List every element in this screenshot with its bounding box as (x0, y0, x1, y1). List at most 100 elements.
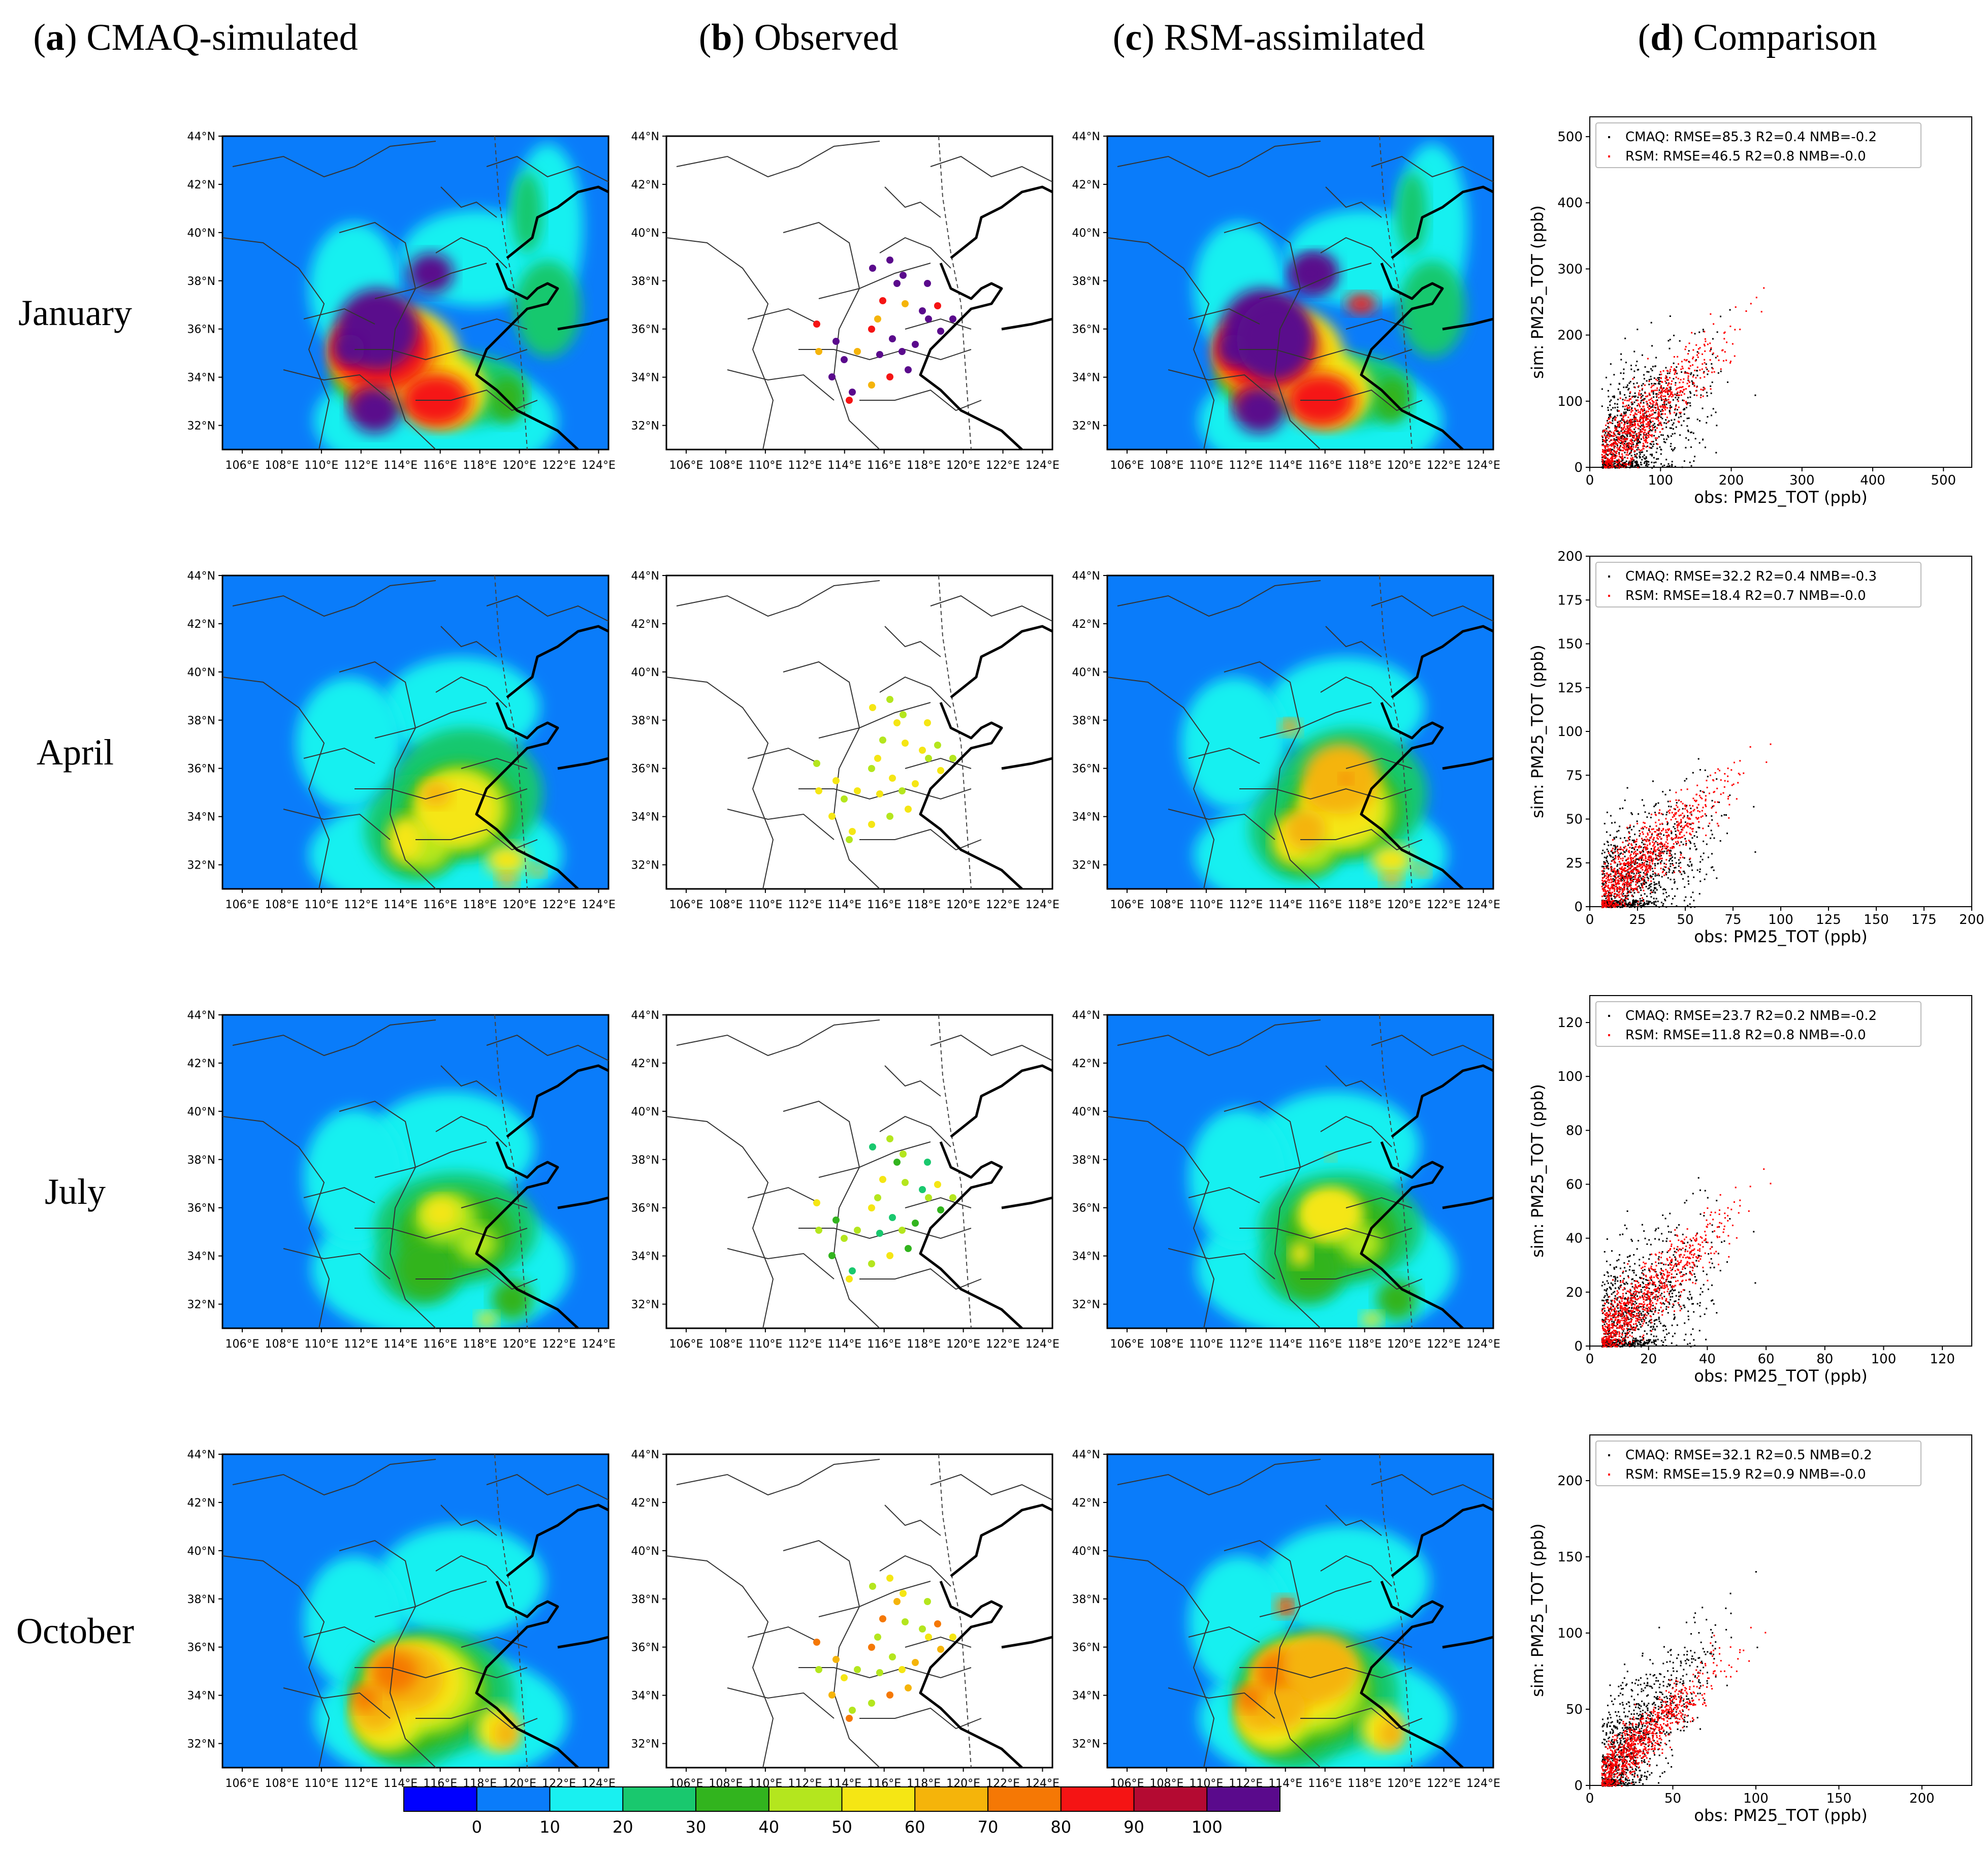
cmaq-point (1637, 858, 1639, 860)
cmaq-point (1634, 392, 1636, 394)
cmaq-point (1649, 405, 1651, 407)
cmaq-point (1655, 407, 1657, 409)
cmaq-point (1654, 858, 1656, 860)
province-boundary (798, 1227, 972, 1239)
cmaq-point (1619, 420, 1621, 422)
rsm-point (1634, 841, 1636, 843)
contour-region (352, 1685, 377, 1711)
cmaq-point (1675, 413, 1677, 415)
cmaq-point (1646, 1311, 1648, 1313)
province-boundary (222, 237, 330, 450)
province-boundary (1300, 389, 1423, 411)
lat-tick-label: 40°N (1072, 1545, 1100, 1558)
rsm-point (1688, 840, 1690, 842)
station-marker (868, 1700, 875, 1707)
cmaq-point (1616, 464, 1618, 466)
lat-tick-label: 38°N (631, 1593, 659, 1606)
province-boundary (232, 1019, 436, 1057)
rsm-point (1626, 892, 1628, 894)
cmaq-point (1609, 1264, 1611, 1266)
rsm-point (1615, 465, 1617, 467)
cmaq-point (1649, 892, 1651, 894)
cmaq-point (1604, 1295, 1606, 1297)
cmaq-point (1604, 1284, 1606, 1286)
cmaq-point (1638, 877, 1640, 879)
province-boundary (747, 1626, 819, 1643)
cmaq-point (1684, 1322, 1686, 1324)
rsm-point (1620, 867, 1622, 869)
rsm-point (1621, 455, 1623, 457)
cmaq-point (1716, 331, 1718, 333)
cmaq-point (1641, 389, 1643, 391)
cmaq-point (1626, 386, 1628, 388)
rsm-point (1727, 795, 1729, 797)
province-boundary (355, 1227, 528, 1239)
cmaq-point (1647, 460, 1649, 462)
rsm-point (1617, 449, 1619, 451)
rsm-point (1638, 411, 1640, 413)
cmaq-point (1633, 466, 1636, 468)
cmaq-point (1650, 1333, 1652, 1335)
cmaq-point (1622, 1330, 1624, 1332)
rsm-point (1621, 891, 1623, 893)
rsm-point (1676, 824, 1678, 826)
rsm-point (1650, 857, 1652, 859)
lat-tick-label: 34°N (631, 811, 659, 824)
cmaq-point (1612, 1346, 1614, 1348)
lat-tick-label: 42°N (631, 179, 659, 191)
province-boundary (1259, 1581, 1372, 1617)
rsm-point (1638, 394, 1640, 396)
rsm-point (1618, 456, 1620, 458)
cmaq-point (1703, 852, 1705, 854)
province-boundary (879, 1115, 951, 1147)
rsm-point (1703, 343, 1705, 345)
rsm-point (1607, 895, 1609, 898)
rsm-point (1684, 348, 1686, 350)
lat-tick-label: 32°N (187, 1738, 215, 1751)
lat-tick-label: 44°N (631, 131, 659, 143)
rsm-point (1611, 466, 1613, 468)
rsm-point (1652, 417, 1654, 419)
rsm-point (1626, 881, 1628, 883)
rsm-point (1642, 428, 1644, 430)
cmaq-point (1614, 1283, 1616, 1285)
rsm-point (1655, 378, 1657, 380)
cmaq-point (1687, 429, 1689, 431)
cmaq-point (1611, 1336, 1613, 1338)
cmaq-point (1684, 872, 1686, 874)
rsm-point (1614, 890, 1616, 892)
lon-tick-label: 120°E (502, 1338, 536, 1351)
rsm-point (1642, 421, 1644, 423)
rsm-point (1648, 380, 1650, 382)
cmaq-point (1614, 858, 1616, 860)
cmaq-point (1656, 862, 1658, 865)
cmaq-point (1665, 848, 1668, 850)
rsm-point (1669, 407, 1671, 409)
cmaq-point (1620, 848, 1622, 850)
province-boundary (1224, 661, 1321, 889)
cmaq-point (1693, 835, 1695, 837)
rsm-point (1696, 784, 1698, 786)
cmaq-point (1642, 383, 1644, 385)
rsm-point (1619, 460, 1621, 462)
lat-tick-label: 36°N (1072, 1642, 1100, 1654)
y-tick-label: 150 (1557, 637, 1583, 652)
cmaq-point (1690, 865, 1692, 867)
station-marker (813, 1639, 820, 1646)
cmaq-point (1642, 456, 1644, 458)
rsm-point (1601, 451, 1604, 453)
map-frame (1106, 1014, 1494, 1329)
cmaq-point (1612, 903, 1614, 905)
rsm-point (1678, 809, 1680, 811)
rsm-point (1624, 846, 1626, 848)
column-headers: (a) CMAQ-simulated (b) Observed (c) RSM-… (33, 17, 1877, 58)
cmaq-point (1640, 902, 1642, 904)
province-boundary (727, 369, 835, 401)
cmaq-point (1626, 449, 1628, 451)
rsm-point (1676, 805, 1678, 807)
cmaq-point (1660, 463, 1662, 465)
province-boundary (930, 1474, 1053, 1500)
rsm-point (1637, 409, 1639, 411)
cmaq-point (1616, 409, 1618, 411)
cmaq-point (1683, 857, 1685, 859)
